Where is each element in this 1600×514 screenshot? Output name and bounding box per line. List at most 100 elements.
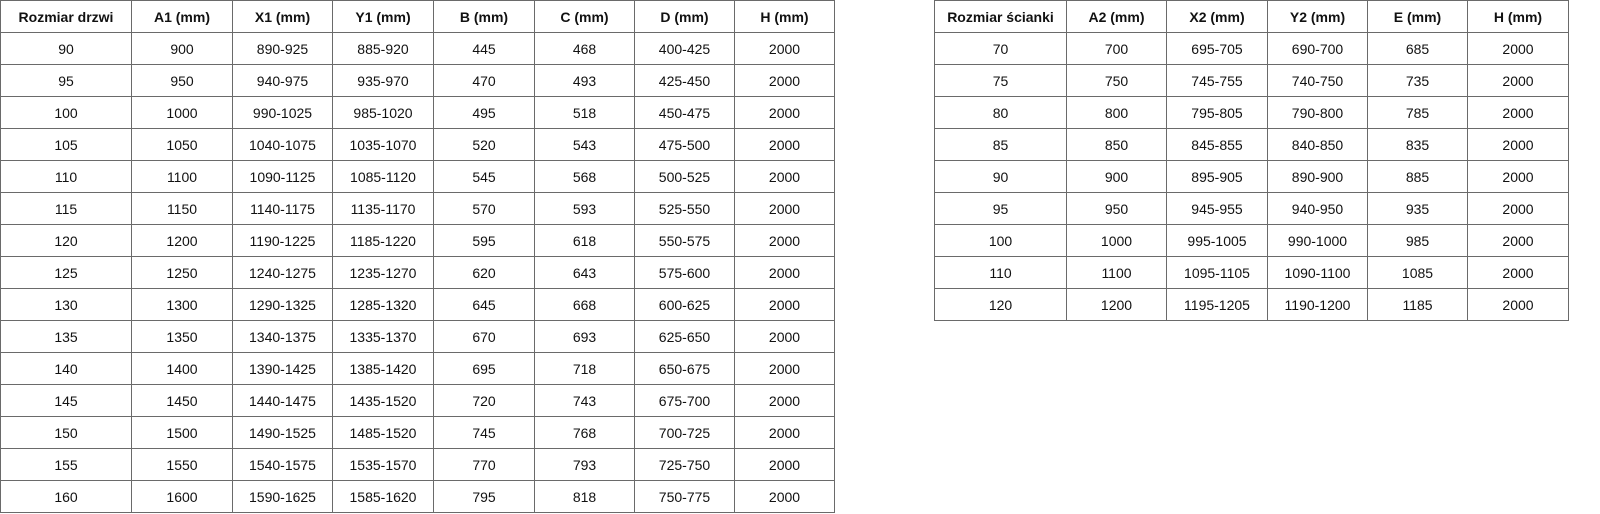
column-header: H (mm): [734, 0, 835, 33]
table-cell: 2000: [734, 384, 835, 417]
table-cell: 768: [534, 416, 635, 449]
table-cell: 750-775: [634, 480, 735, 513]
table-cell: 945-955: [1166, 192, 1268, 225]
table-row: 90 900 895-905 890-900 885 2000: [934, 160, 1569, 193]
table-cell: 1195-1205: [1166, 288, 1268, 321]
table-cell: 2000: [734, 160, 835, 193]
table-cell: 890-925: [232, 32, 333, 65]
table-row: 130 1300 1290-1325 1285-1320 645 668 600-625 20…: [0, 288, 835, 321]
table-cell: 1200: [131, 224, 233, 257]
table-cell: 818: [534, 480, 635, 513]
table-cell: 735: [1367, 64, 1468, 97]
table-cell: 1285-1320: [332, 288, 434, 321]
header-row: Rozmiar drzwi A1 (mm) X1 (mm) Y1 (mm) B (mm)…: [0, 0, 835, 33]
table-cell: 1090-1125: [232, 160, 333, 193]
table-cell: 620: [433, 256, 535, 289]
table-cell: 2000: [734, 352, 835, 385]
table-cell: 895-905: [1166, 160, 1268, 193]
table-cell: 525-550: [634, 192, 735, 225]
column-header: H (mm): [1467, 0, 1569, 33]
table-cell: 1335-1370: [332, 320, 434, 353]
table-cell: 570: [433, 192, 535, 225]
table-row: 140 1400 1390-1425 1385-1420 695 718 650-675 20…: [0, 352, 835, 385]
column-header: X1 (mm): [232, 0, 333, 33]
table-cell: 990-1000: [1267, 224, 1368, 257]
table-cell: 1600: [131, 480, 233, 513]
table-cell: 2000: [734, 256, 835, 289]
table-row: 95 950 945-955 940-950 935 2000: [934, 192, 1569, 225]
column-header: Y1 (mm): [332, 0, 434, 33]
table-cell: 493: [534, 64, 635, 97]
table-cell: 2000: [734, 224, 835, 257]
table-cell: 1185: [1367, 288, 1468, 321]
table-row: 160 1600 1590-1625 1585-1620 795 818 750-775 20…: [0, 480, 835, 513]
table-cell: 645: [433, 288, 535, 321]
table-cell: 2000: [1467, 64, 1569, 97]
table-cell: 1085-1120: [332, 160, 434, 193]
table-cell: 95: [934, 192, 1067, 225]
table-cell: 2000: [734, 480, 835, 513]
table-cell: 1035-1070: [332, 128, 434, 161]
table-cell: 1390-1425: [232, 352, 333, 385]
table-cell: 1485-1520: [332, 416, 434, 449]
table-cell: 1135-1170: [332, 192, 434, 225]
table-cell: 1095-1105: [1166, 256, 1268, 289]
table-cell: 1040-1075: [232, 128, 333, 161]
table-cell: 950: [1066, 192, 1167, 225]
table-cell: 2000: [1467, 128, 1569, 161]
table-cell: 160: [0, 480, 132, 513]
table-row: 120 1200 1195-1205 1190-1200 1185 2000: [934, 288, 1569, 321]
table-cell: 1240-1275: [232, 256, 333, 289]
table-cell: 543: [534, 128, 635, 161]
column-header: Rozmiar drzwi: [0, 0, 132, 33]
table-cell: 800: [1066, 96, 1167, 129]
column-header: D (mm): [634, 0, 735, 33]
table-cell: 1290-1325: [232, 288, 333, 321]
table-cell: 70: [934, 32, 1067, 65]
table-cell: 2000: [1467, 32, 1569, 65]
table-cell: 80: [934, 96, 1067, 129]
table-cell: 2000: [1467, 160, 1569, 193]
table-cell: 1085: [1367, 256, 1468, 289]
table-cell: 140: [0, 352, 132, 385]
table-cell: 100: [934, 224, 1067, 257]
table-cell: 1235-1270: [332, 256, 434, 289]
table-cell: 1100: [131, 160, 233, 193]
table-cell: 885: [1367, 160, 1468, 193]
table-row: 100 1000 990-1025 985-1020 495 518 450-475 2000: [0, 96, 835, 129]
table-cell: 2000: [734, 96, 835, 129]
table-cell: 95: [0, 64, 132, 97]
table-cell: 1585-1620: [332, 480, 434, 513]
table-cell: 770: [433, 448, 535, 481]
table-cell: 1100: [1066, 256, 1167, 289]
table-cell: 85: [934, 128, 1067, 161]
table-cell: 90: [0, 32, 132, 65]
table-cell: 120: [934, 288, 1067, 321]
table-cell: 115: [0, 192, 132, 225]
table-row: 85 850 845-855 840-850 835 2000: [934, 128, 1569, 161]
table-cell: 795: [433, 480, 535, 513]
table-cell: 935: [1367, 192, 1468, 225]
column-header: B (mm): [433, 0, 535, 33]
table-row: 75 750 745-755 740-750 735 2000: [934, 64, 1569, 97]
table-cell: 518: [534, 96, 635, 129]
table-cell: 1550: [131, 448, 233, 481]
table-cell: 885-920: [332, 32, 434, 65]
table-cell: 2000: [1467, 288, 1569, 321]
table-cell: 110: [934, 256, 1067, 289]
table-row: 125 1250 1240-1275 1235-1270 620 643 575-600 20…: [0, 256, 835, 289]
column-header: Rozmiar ścianki: [934, 0, 1067, 33]
column-header: A1 (mm): [131, 0, 233, 33]
table-row: 95 950 940-975 935-970 470 493 425-450 2000: [0, 64, 835, 97]
table-cell: 2000: [734, 192, 835, 225]
table-cell: 120: [0, 224, 132, 257]
table-cell: 643: [534, 256, 635, 289]
table-cell: 1050: [131, 128, 233, 161]
table-row: 90 900 890-925 885-920 445 468 400-425 2000: [0, 32, 835, 65]
table-cell: 445: [433, 32, 535, 65]
table-cell: 935-970: [332, 64, 434, 97]
table-cell: 2000: [1467, 256, 1569, 289]
table-cell: 693: [534, 320, 635, 353]
table-cell: 575-600: [634, 256, 735, 289]
table-cell: 450-475: [634, 96, 735, 129]
